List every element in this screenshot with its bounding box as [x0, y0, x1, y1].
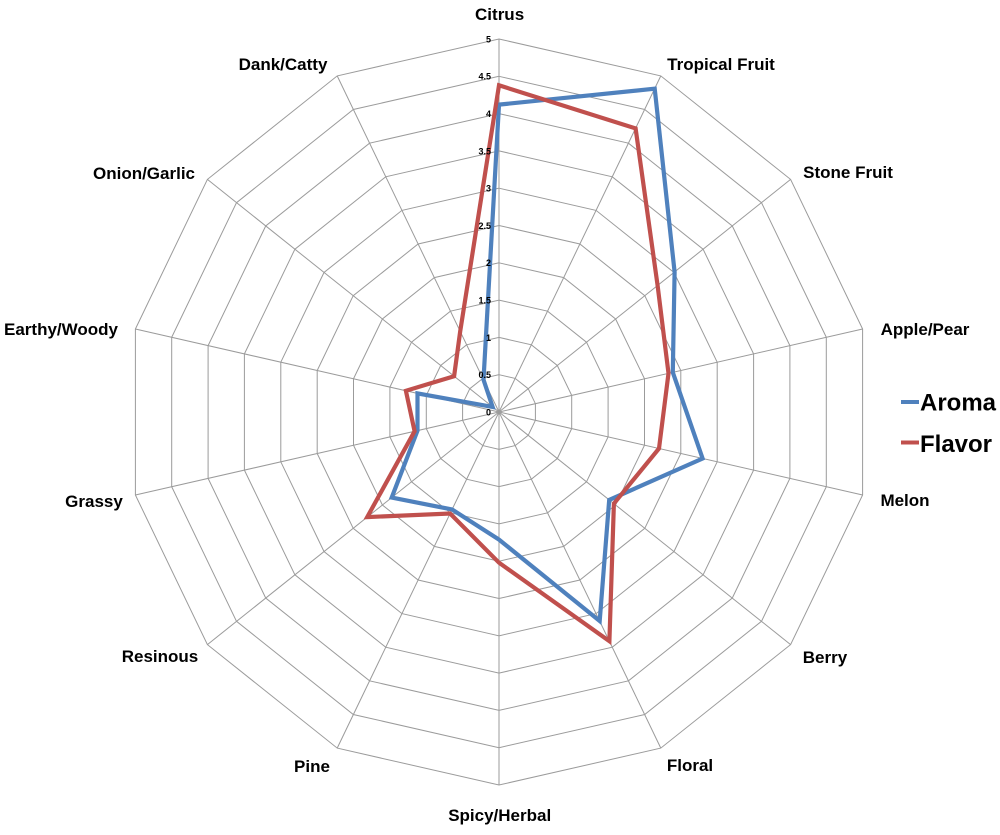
- svg-text:4.5: 4.5: [478, 72, 491, 82]
- svg-text:2.5: 2.5: [478, 221, 491, 231]
- svg-text:2: 2: [486, 258, 491, 268]
- svg-text:4: 4: [486, 109, 491, 119]
- svg-text:0: 0: [486, 407, 491, 417]
- svg-text:Tropical Fruit: Tropical Fruit: [667, 55, 775, 74]
- svg-text:3: 3: [486, 184, 491, 194]
- svg-text:Melon: Melon: [880, 491, 929, 510]
- svg-text:Aroma: Aroma: [920, 390, 997, 417]
- svg-text:Floral: Floral: [667, 756, 713, 775]
- svg-text:Flavor: Flavor: [920, 431, 992, 458]
- svg-text:Grassy: Grassy: [65, 492, 123, 511]
- svg-text:Onion/Garlic: Onion/Garlic: [93, 164, 195, 183]
- svg-text:5: 5: [486, 34, 491, 44]
- svg-text:Earthy/Woody: Earthy/Woody: [4, 320, 119, 339]
- svg-text:Pine: Pine: [294, 757, 330, 776]
- svg-text:Apple/Pear: Apple/Pear: [881, 320, 970, 339]
- svg-text:0.5: 0.5: [478, 370, 491, 380]
- svg-text:Resinous: Resinous: [122, 647, 199, 666]
- svg-text:3.5: 3.5: [478, 146, 491, 156]
- svg-text:Spicy/Herbal: Spicy/Herbal: [448, 806, 551, 825]
- svg-text:Dank/Catty: Dank/Catty: [239, 55, 328, 74]
- svg-text:Citrus: Citrus: [475, 5, 524, 24]
- svg-text:Berry: Berry: [803, 648, 848, 667]
- svg-text:Stone Fruit: Stone Fruit: [803, 163, 893, 182]
- svg-text:1.5: 1.5: [478, 295, 491, 305]
- svg-text:1: 1: [486, 333, 491, 343]
